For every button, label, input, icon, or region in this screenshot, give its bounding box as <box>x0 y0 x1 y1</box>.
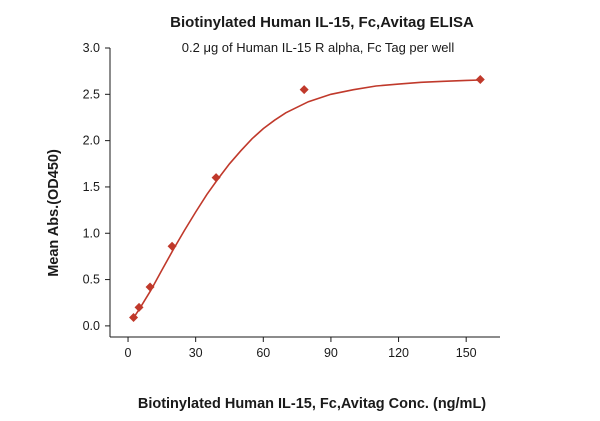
y-tick-label: 2.0 <box>83 134 100 148</box>
x-tick-label: 30 <box>189 346 203 360</box>
chart-subtitle: 0.2 μg of Human IL-15 R alpha, Fc Tag pe… <box>182 40 455 55</box>
y-axis-label: Mean Abs.(OD450) <box>46 149 62 277</box>
x-axis-ticks: 0 30 60 90 120 150 <box>125 337 477 360</box>
x-tick-label: 90 <box>324 346 338 360</box>
x-tick-label: 150 <box>456 346 477 360</box>
data-point-marker <box>145 282 155 292</box>
chart-title: Biotinylated Human IL-15, Fc,Avitag ELIS… <box>170 14 474 31</box>
y-axis-ticks: 0.0 0.5 1.0 1.5 2.0 2.5 3.0 <box>83 41 110 333</box>
y-tick-label: 1.0 <box>83 226 100 240</box>
fit-curve-layer <box>131 79 481 320</box>
fit-curve-line <box>131 79 481 320</box>
y-tick-label: 0.5 <box>83 273 100 287</box>
data-point-marker <box>129 313 139 323</box>
data-point-marker <box>475 74 485 84</box>
data-point-marker <box>134 302 144 312</box>
data-points-layer <box>129 74 485 323</box>
data-point-marker <box>167 241 177 251</box>
y-tick-label: 3.0 <box>83 41 100 55</box>
data-point-marker <box>211 173 221 183</box>
x-tick-label: 60 <box>256 346 270 360</box>
data-point-marker <box>299 85 309 95</box>
y-tick-label: 2.5 <box>83 87 100 101</box>
axes <box>109 48 500 338</box>
y-tick-label: 1.5 <box>83 180 100 194</box>
y-tick-label: 0.0 <box>83 319 100 333</box>
x-tick-label: 120 <box>388 346 409 360</box>
x-tick-label: 0 <box>125 346 132 360</box>
x-axis-label: Biotinylated Human IL-15, Fc,Avitag Conc… <box>138 396 486 412</box>
